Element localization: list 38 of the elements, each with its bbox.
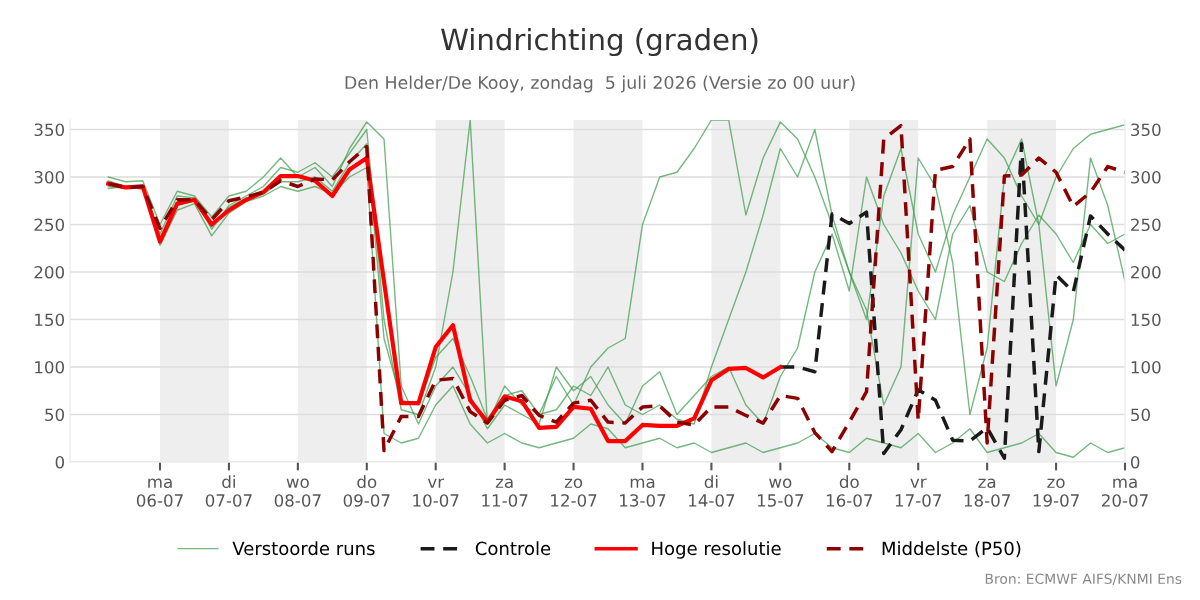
y-tick-label: 50 xyxy=(45,408,65,422)
x-tick-label: wo 15-07 xyxy=(757,478,804,507)
y2-tick-label: 100 xyxy=(1131,360,1161,374)
y2-tick-label: 150 xyxy=(1131,313,1161,327)
x-tick-label: di 14-07 xyxy=(689,475,735,507)
y2-tick-label: 0 xyxy=(1130,455,1140,469)
y-tick-label: 0 xyxy=(55,455,65,469)
x-tick-label: ma 13-07 xyxy=(620,478,666,507)
x-tick-label: do 09-07 xyxy=(343,475,390,507)
legend-label: Middelste (P50) xyxy=(882,541,1021,558)
y2-tick-label: 50 xyxy=(1131,408,1150,422)
x-tick-label: wo 08-07 xyxy=(274,478,321,507)
y-tick-label: 100 xyxy=(35,360,65,374)
x-tick-label: vr 10-07 xyxy=(413,478,459,507)
chart-subtitle: Den Helder/De Kooy, zondag 5 juli 2026 (Versie zo 00 uur) xyxy=(345,75,855,93)
legend-label: Verstoorde runs xyxy=(232,541,375,556)
x-tick-label: di 07-07 xyxy=(205,475,252,507)
text: Bron: ECMWF AIFS/KNMI Ens xyxy=(985,573,1182,586)
x-tick-label: do 16-07 xyxy=(826,475,873,507)
y-tick-label: 200 xyxy=(34,265,65,279)
y2-tick-label: 200 xyxy=(1131,265,1161,279)
x-tick-label: za 11-07 xyxy=(482,478,528,507)
x-tick-label: zo 19-07 xyxy=(1033,478,1079,507)
legend-label: Hoge resolutie xyxy=(652,541,781,559)
y-tick-label: 350 xyxy=(34,123,65,137)
x-tick-label: za 18-07 xyxy=(964,478,1010,507)
x-tick-label: ma 20-07 xyxy=(1102,478,1148,507)
y-tick-label: 250 xyxy=(34,218,65,232)
x-tick-label: vr 17-07 xyxy=(895,478,941,507)
y2-tick-label: 350 xyxy=(1131,123,1161,137)
x-tick-label: zo 12-07 xyxy=(551,478,597,507)
y2-tick-label: 250 xyxy=(1131,218,1161,232)
y-tick-label: 300 xyxy=(34,170,65,184)
legend-label: Controle xyxy=(475,541,551,556)
chart-title: Windrichting (graden) xyxy=(441,27,758,57)
y2-tick-label: 300 xyxy=(1131,170,1161,184)
y-tick-label: 150 xyxy=(35,313,65,327)
x-tick-label: ma 06-07 xyxy=(136,478,183,507)
